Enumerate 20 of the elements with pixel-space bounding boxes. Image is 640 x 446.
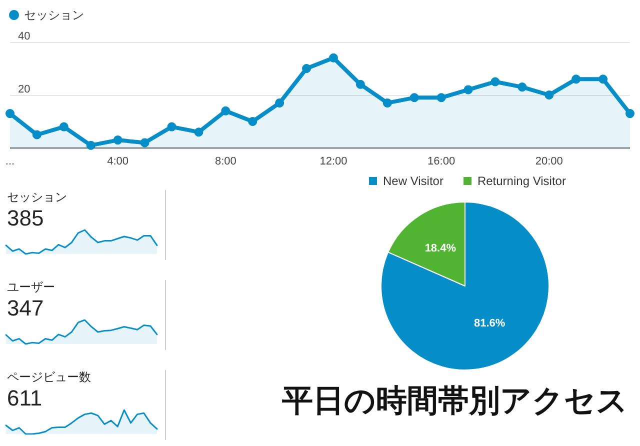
legend-label: Returning Visitor [477,174,566,188]
chart-title: ページビュー数 [7,370,91,384]
legend-label: New Visitor [383,174,444,188]
x-tick-label: 16:00 [428,156,456,168]
y-tick-label: 40 [18,30,30,42]
chart-subtitle: 385 [7,206,44,230]
x-tick-label: 12:00 [320,156,348,168]
chart-subtitle: 347 [7,296,44,320]
text: 平日の時間帯別アクセス [281,382,628,421]
legend-label: セッション [24,8,84,22]
x-tick-label: ... [5,156,15,168]
chart-subtitle: 611 [7,386,42,410]
data-label: 18.4% [424,242,456,254]
x-tick-label: 8:00 [214,156,236,168]
chart-title: セッション [7,190,67,204]
data-label: 81.6% [474,318,506,330]
x-tick-label: 20:00 [535,156,563,168]
chart-title: ユーザー [7,280,55,294]
y-tick-label: 20 [18,84,30,96]
x-tick-label: 4:00 [107,156,129,168]
